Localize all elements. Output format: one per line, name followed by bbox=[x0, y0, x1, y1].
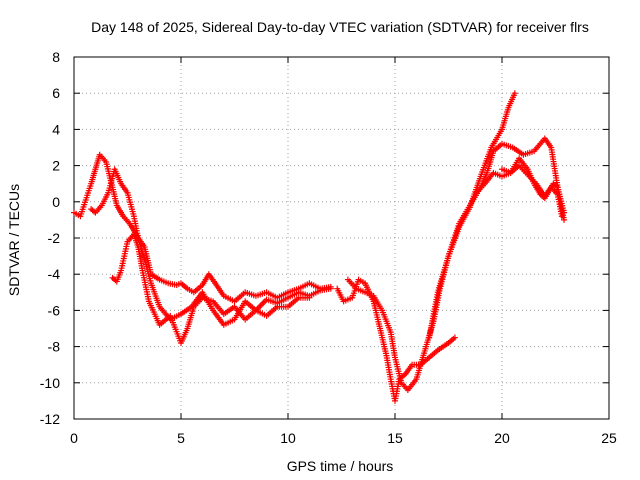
y-tick-label: 4 bbox=[52, 121, 60, 137]
series-5 bbox=[344, 90, 518, 394]
y-tick-label: -10 bbox=[40, 375, 60, 391]
x-tick-label: 5 bbox=[177, 430, 185, 446]
y-tick-label: 2 bbox=[52, 158, 60, 174]
series-2 bbox=[88, 166, 313, 328]
y-tick-label: -8 bbox=[48, 339, 61, 355]
x-tick-label: 25 bbox=[601, 430, 617, 446]
x-tick-label: 15 bbox=[387, 430, 403, 446]
x-tick-label: 0 bbox=[70, 430, 78, 446]
series-1 bbox=[71, 151, 334, 305]
x-tick-label: 20 bbox=[494, 430, 510, 446]
y-tick-label: 0 bbox=[52, 194, 60, 210]
series-line bbox=[347, 92, 516, 392]
series-4 bbox=[334, 276, 458, 404]
series-8 bbox=[499, 155, 565, 220]
y-tick-label: 8 bbox=[52, 49, 60, 65]
data-point bbox=[558, 213, 565, 220]
x-axis-title: GPS time / hours bbox=[287, 458, 394, 474]
x-axis-ticks: 0 5 10 15 20 25 bbox=[70, 57, 617, 446]
x-tick-label: 10 bbox=[280, 430, 296, 446]
y-tick-label: -12 bbox=[40, 411, 60, 427]
data-point bbox=[327, 285, 334, 292]
y-axis-title: SDTVAR / TECUs bbox=[6, 184, 22, 296]
plot-area bbox=[71, 90, 568, 404]
chart-title: Day 148 of 2025, Sidereal Day-to-day VTE… bbox=[91, 19, 589, 35]
y-tick-label: -4 bbox=[48, 266, 61, 282]
y-axis-ticks: -12 -10 -8 -6 -4 -2 0 2 4 6 8 bbox=[40, 49, 609, 427]
series-6 bbox=[426, 135, 568, 341]
y-tick-label: -2 bbox=[48, 230, 61, 246]
data-point bbox=[511, 90, 518, 97]
y-tick-label: 6 bbox=[52, 85, 60, 101]
series-3 bbox=[109, 231, 334, 346]
data-point bbox=[451, 334, 458, 341]
data-point bbox=[561, 216, 568, 223]
series-line bbox=[428, 137, 565, 338]
y-tick-label: -6 bbox=[48, 302, 61, 318]
grid bbox=[74, 57, 609, 419]
